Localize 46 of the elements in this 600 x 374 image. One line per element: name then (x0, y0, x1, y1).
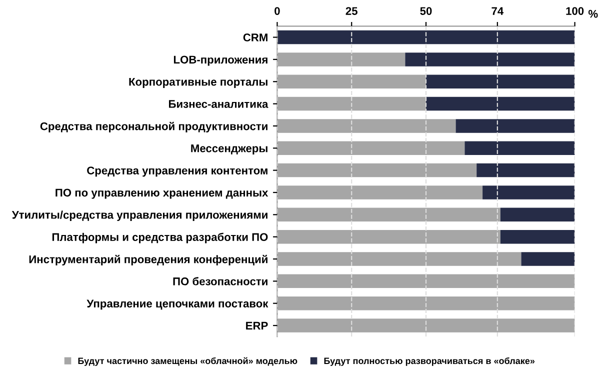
y-tick-label: Корпоративные порталы (129, 78, 268, 88)
bar (277, 163, 477, 178)
bar (277, 252, 522, 266)
bar (277, 30, 575, 44)
bar (277, 274, 575, 288)
y-tick-label: CRM (243, 34, 268, 42)
bar (456, 119, 575, 133)
x-tick-label: 74 (492, 7, 504, 15)
bar (277, 119, 456, 133)
bar (426, 74, 575, 88)
y-tick-label: Средства управления контентом (87, 166, 268, 177)
bar (277, 230, 500, 244)
bar (277, 52, 406, 66)
x-tick-label: 25 (346, 7, 358, 15)
bar (277, 96, 426, 111)
y-tick-label: ПО безопасности (173, 277, 268, 286)
bar (521, 252, 575, 266)
y-tick-label: Мессенджеры (191, 144, 268, 154)
y-tick-label: ПО по управлению хранением данных (56, 188, 268, 199)
legend-label: Будут полностью разворачиваться в «облаке» (324, 357, 535, 366)
bar (482, 186, 575, 200)
x-axis-title: % (588, 10, 598, 18)
x-tick-label: 50 (420, 7, 432, 15)
bar (277, 296, 575, 310)
bar (476, 163, 575, 178)
y-tick-label: LOB-приложения (174, 56, 268, 66)
y-tick-label: Средства персональной продуктивности (40, 122, 268, 132)
bar (277, 208, 500, 222)
y-tick-label: Бизнес-аналитика (168, 100, 268, 108)
y-tick-label: Инструментарий проведения конференций (29, 254, 268, 266)
bar (500, 208, 575, 222)
y-tick-label: Управление цепочками поставок (86, 300, 268, 310)
bar (277, 74, 426, 88)
bar (500, 230, 575, 244)
y-tick-label: ERP (246, 322, 268, 330)
bar (277, 186, 483, 200)
x-tick-label: 100 (566, 7, 584, 15)
x-tick-label: 0 (274, 7, 280, 15)
y-tick-label: Платформы и средства разработки ПО (52, 232, 268, 244)
legend-label: Будут частично замещены «облачной» моделью (78, 357, 298, 366)
bar (426, 96, 575, 111)
bar (405, 52, 575, 66)
bar (277, 141, 465, 156)
y-tick-label: Утилиты/средства управления приложениями (12, 210, 268, 221)
bar (464, 141, 575, 156)
bar (277, 318, 575, 332)
